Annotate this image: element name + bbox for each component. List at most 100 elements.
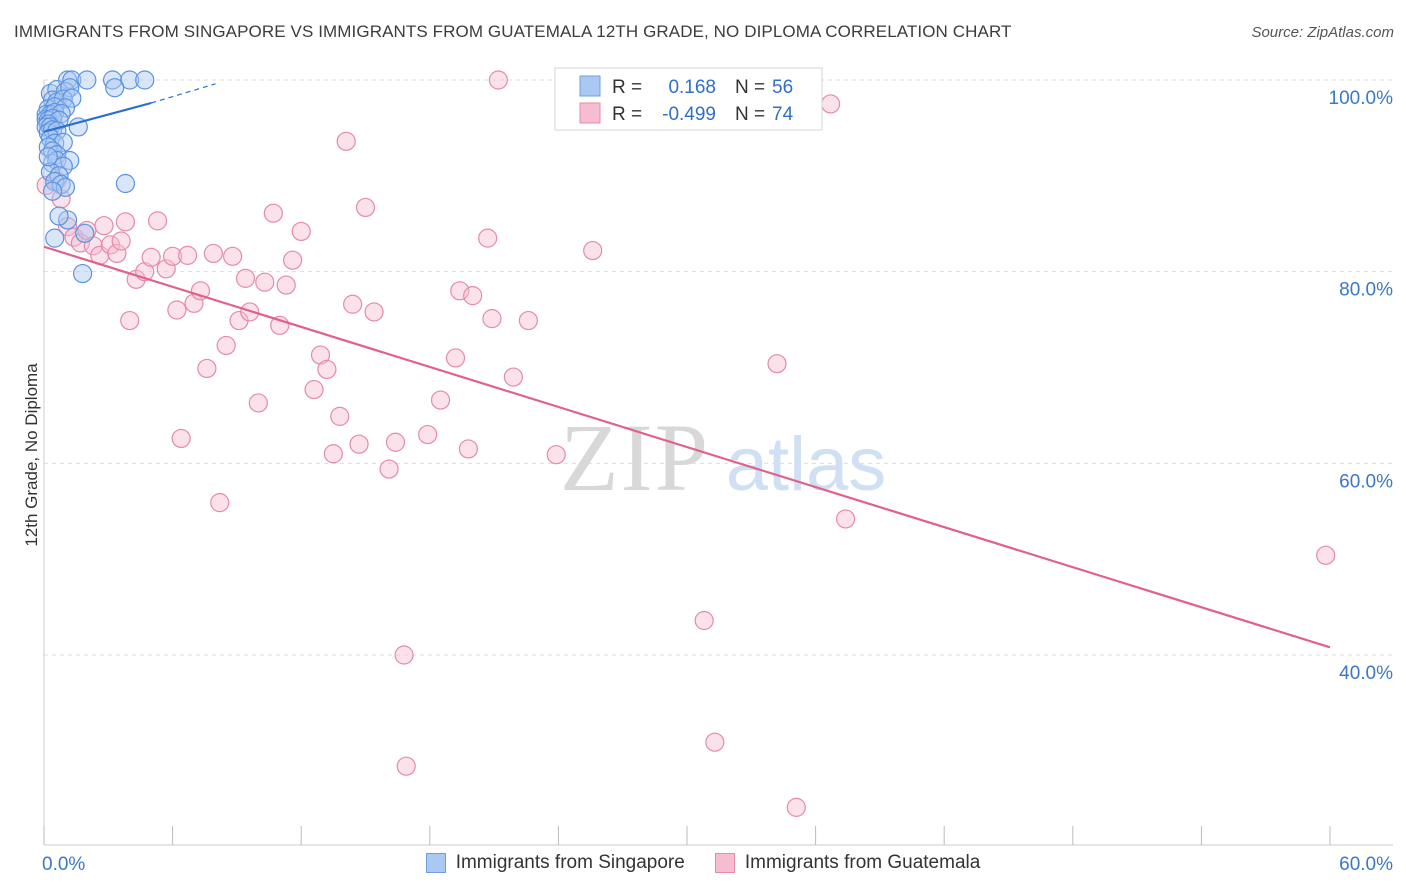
point-singapore-3 <box>102 70 123 90</box>
point-singapore-10 <box>105 78 125 98</box>
legend-r-label-2: R = <box>612 104 642 125</box>
point-guatemala-14 <box>120 310 140 331</box>
point-singapore-47 <box>55 177 76 197</box>
point-guatemala-25 <box>190 281 211 301</box>
x-tick-label-1: 60.0% <box>1339 854 1393 875</box>
point-guatemala-70 <box>767 354 787 374</box>
point-singapore-14 <box>62 88 82 108</box>
point-guatemala-9 <box>94 216 114 236</box>
point-guatemala-21 <box>167 300 187 320</box>
bottom-legend-swatch-singapore <box>425 853 446 873</box>
watermark: ZIP atlas <box>560 404 886 511</box>
points-layer <box>36 70 1336 817</box>
point-guatemala-72 <box>821 94 841 114</box>
point-guatemala-13 <box>115 212 136 232</box>
legend-swatch-singapore <box>579 75 601 97</box>
point-guatemala-28 <box>210 493 230 513</box>
point-guatemala-61 <box>478 228 498 248</box>
point-guatemala-69 <box>705 732 725 752</box>
point-guatemala-73 <box>836 509 856 529</box>
legend-n-label-1: N = <box>735 77 765 98</box>
point-guatemala-59 <box>458 439 478 459</box>
trendline-singapore <box>43 101 152 133</box>
watermark-atlas: atlas <box>726 422 887 507</box>
y-tick-label-0: 100.0% <box>1329 88 1394 109</box>
bottom-legend-label-guatemala: Immigrants from Guatemala <box>744 852 981 873</box>
watermark-zip: ZIP <box>560 404 710 511</box>
point-guatemala-18 <box>147 211 168 231</box>
point-guatemala-27 <box>203 243 223 264</box>
point-guatemala-20 <box>163 246 183 266</box>
bottom-legend: Immigrants from Singapore Immigrants fro… <box>0 852 1406 874</box>
chart-title: IMMIGRANTS FROM SINGAPORE VS IMMIGRANTS … <box>14 22 1012 41</box>
y-tick-label-2: 60.0% <box>1339 471 1393 492</box>
axis-layer <box>43 80 1393 846</box>
point-guatemala-43 <box>317 359 337 380</box>
point-singapore-49 <box>42 181 63 201</box>
point-singapore-48 <box>115 173 136 194</box>
point-singapore-2 <box>77 70 97 90</box>
point-guatemala-56 <box>430 390 451 410</box>
bottom-legend-swatch-guatemala <box>714 853 735 873</box>
point-guatemala-54 <box>396 756 416 776</box>
point-guatemala-32 <box>235 268 256 288</box>
point-guatemala-35 <box>255 272 275 292</box>
point-guatemala-38 <box>276 275 296 295</box>
point-singapore-51 <box>49 206 69 226</box>
correlation-legend: R = 0.168 N = 56 R = -0.499 N = 74 <box>554 67 823 131</box>
trendline-guatemala <box>43 245 1331 649</box>
point-guatemala-62 <box>482 309 502 329</box>
point-guatemala-65 <box>518 310 538 331</box>
point-guatemala-47 <box>343 294 363 314</box>
y-tick-label-1: 80.0% <box>1339 280 1393 301</box>
point-guatemala-36 <box>263 203 283 223</box>
point-guatemala-41 <box>304 379 324 400</box>
point-guatemala-51 <box>379 459 399 479</box>
point-guatemala-49 <box>355 197 376 218</box>
point-singapore-55 <box>38 147 58 167</box>
legend-n-value-1: 56 <box>772 77 793 98</box>
point-guatemala-48 <box>349 434 369 454</box>
point-guatemala-55 <box>418 424 438 445</box>
trend-layer <box>43 83 1331 649</box>
point-guatemala-64 <box>503 367 523 387</box>
legend-r-label-1: R = <box>612 77 642 98</box>
legend-r-value-1: 0.168 <box>668 77 716 98</box>
point-singapore-5 <box>135 70 155 90</box>
point-guatemala-42 <box>310 345 331 365</box>
point-guatemala-53 <box>394 645 414 665</box>
legend-swatch-guatemala <box>579 102 601 124</box>
x-tick-label-0: 0.0% <box>42 854 85 875</box>
source-label: Source: ZipAtlas.com <box>1251 24 1394 41</box>
point-guatemala-45 <box>330 406 350 426</box>
point-singapore-52 <box>75 223 95 243</box>
point-guatemala-17 <box>141 247 161 267</box>
trendline-dashed-singapore <box>150 83 216 104</box>
point-guatemala-44 <box>323 444 343 464</box>
tick-label-layer: 100.0% 80.0% 60.0% 40.0% 0.0% 60.0% <box>42 88 1393 875</box>
point-guatemala-29 <box>216 335 236 356</box>
bottom-legend-item-guatemala: Immigrants from Guatemala <box>714 852 981 874</box>
point-guatemala-66 <box>546 445 566 465</box>
point-guatemala-11 <box>107 243 127 264</box>
point-guatemala-57 <box>445 348 466 368</box>
point-singapore-4 <box>120 70 140 90</box>
point-guatemala-19 <box>156 259 176 279</box>
grid-layer <box>44 79 1393 656</box>
legend-r-value-2: -0.499 <box>662 104 716 125</box>
point-guatemala-63 <box>488 70 508 90</box>
point-guatemala-52 <box>385 432 406 452</box>
point-singapore-0 <box>57 70 78 90</box>
point-guatemala-40 <box>291 221 311 242</box>
point-guatemala-58 <box>450 281 470 301</box>
legend-n-value-2: 74 <box>772 104 794 125</box>
point-guatemala-74 <box>1316 545 1336 565</box>
bottom-legend-item-singapore: Immigrants from Singapore <box>425 852 685 874</box>
y-tick-label-3: 40.0% <box>1339 663 1393 684</box>
point-guatemala-23 <box>178 245 198 265</box>
point-guatemala-68 <box>694 610 714 631</box>
point-guatemala-50 <box>364 302 384 322</box>
point-guatemala-60 <box>463 286 483 306</box>
point-guatemala-26 <box>197 358 217 379</box>
